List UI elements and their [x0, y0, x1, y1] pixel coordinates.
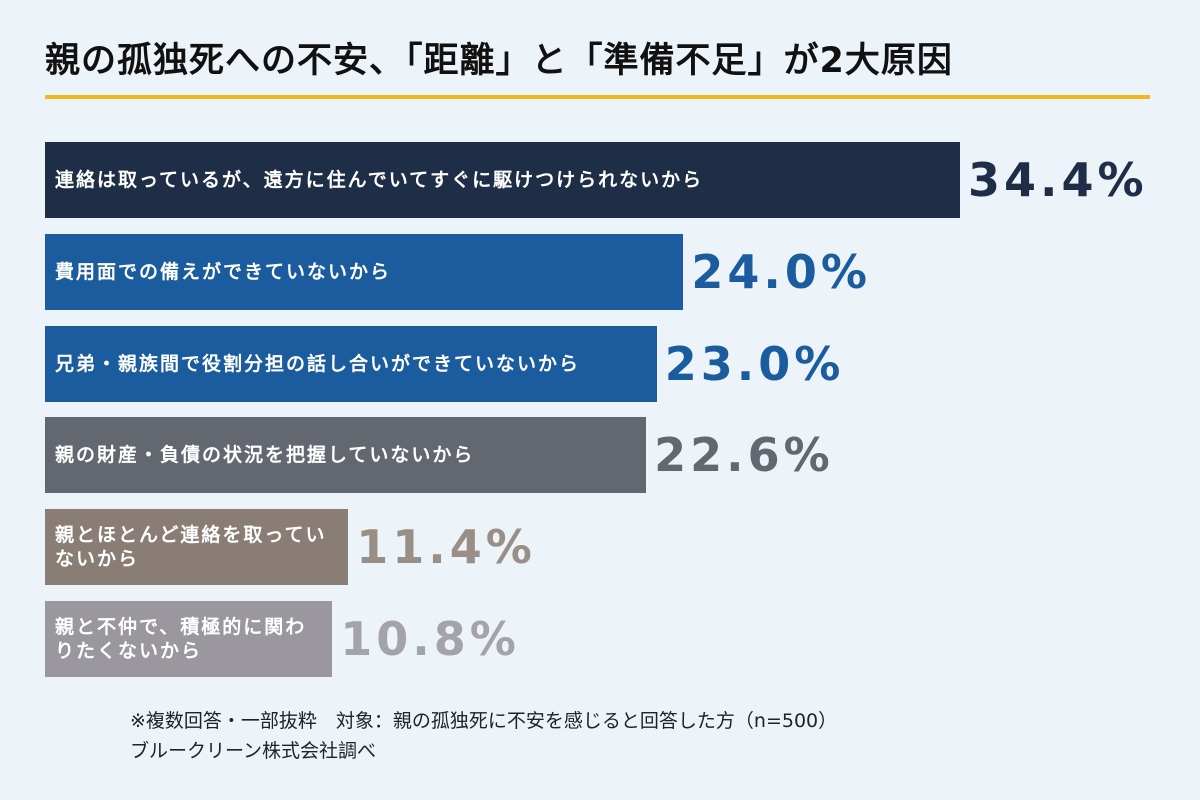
category-label: 兄弟・親族間で役割分担の話し合いができていないから — [55, 352, 581, 375]
value-label: 11.4% — [356, 520, 536, 575]
value-label: 24.0% — [691, 244, 871, 299]
bar — [45, 233, 684, 310]
footnote: ブルークリーン株式会社調べ — [130, 740, 377, 762]
bar — [45, 417, 647, 494]
value-label: 22.6% — [654, 428, 834, 483]
footnote: ※複数回答・一部抜粋 対象：親の孤独死に不安を感じると回答した方（n=500） — [130, 710, 838, 732]
category-label: 親の財産・負債の状況を把握していないから — [55, 444, 475, 467]
bar — [45, 142, 961, 218]
category-label: 費用面での備えができていないから — [55, 260, 392, 283]
bar — [45, 325, 657, 402]
chart-title: 親の孤独死への不安、「距離」と「準備不足」が2大原因 — [45, 41, 953, 81]
bar — [45, 509, 349, 586]
category-label: 親とほとんど連絡を取っていないから — [55, 524, 327, 571]
category-label: 親と不仲で、積極的に関わりたくないから — [55, 616, 307, 662]
value-label: 34.4% — [968, 153, 1148, 207]
category-label: 連絡は取っているが、遠方に住んでいてすぐに駆けつけられないから — [55, 169, 704, 191]
title-rule — [45, 95, 1150, 99]
value-label: 10.8% — [340, 612, 520, 666]
bar — [45, 601, 333, 677]
value-label: 23.0% — [664, 336, 845, 391]
